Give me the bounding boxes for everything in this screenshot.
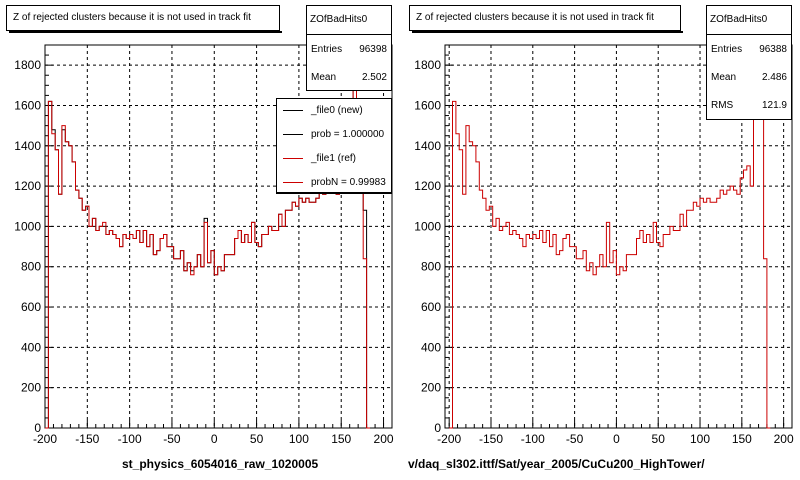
- legend-label: prob = 1.000000: [311, 129, 385, 140]
- right-x-tick-label: 150: [732, 432, 752, 446]
- right-y-tick-label: 400: [421, 340, 441, 354]
- right-y-tick-label: 600: [421, 300, 441, 314]
- left-stats-entries-label: Entries: [311, 44, 343, 55]
- right-stats-entries-label: Entries: [711, 44, 743, 55]
- right-x-tick-label: 0: [613, 432, 620, 446]
- legend-swatch: [283, 110, 303, 111]
- left-x-tick-label: 100: [289, 432, 309, 446]
- legend-entry: probN = 0.99983: [277, 171, 391, 195]
- right-x-tick-label: 50: [652, 432, 666, 446]
- legend-swatch: [283, 158, 303, 159]
- right-y-tick-label: 1600: [414, 98, 441, 112]
- right-stats-rms-value: 121.9: [761, 100, 787, 111]
- right-y-tick-label: 1400: [414, 139, 441, 153]
- right-y-tick-label: 1000: [414, 219, 441, 233]
- left-x-tick-label: 0: [211, 432, 218, 446]
- left-y-tick-label: 1400: [14, 139, 41, 153]
- left-y-tick-label: 400: [21, 340, 41, 354]
- left-x-tick-label: -200: [33, 432, 57, 446]
- right-y-tick-label: 1200: [414, 179, 441, 193]
- left-legend: _file0 (new) prob = 1.000000 _file1 (ref…: [276, 98, 392, 194]
- left-stats-box: ZOfBadHits0 Entries 96398 Mean 2.502: [306, 5, 392, 91]
- right-stats-entries-value: 96388: [759, 44, 787, 55]
- left-y-tick-label: 1800: [14, 58, 41, 72]
- right-stats-mean-row: Mean 2.486: [707, 63, 791, 91]
- right-x-tick-label: 200: [774, 432, 794, 446]
- left-y-tick-label: 600: [21, 300, 41, 314]
- left-x-label: st_physics_6054016_raw_1020005: [122, 457, 319, 471]
- legend-label: _file1 (ref): [311, 153, 357, 164]
- left-x-tick-label: -100: [118, 432, 142, 446]
- right-chart-title: Z of rejected clusters because it is not…: [409, 5, 683, 33]
- right-y-tick-label: 800: [421, 260, 441, 274]
- left-y-tick-label: 800: [21, 260, 41, 274]
- legend-swatch: [283, 134, 303, 135]
- right-stats-name: ZOfBadHits0: [707, 6, 791, 35]
- right-histogram-series-0: [449, 60, 771, 429]
- right-stats-box: ZOfBadHits0 Entries 96388 Mean 2.486 RMS…: [706, 5, 792, 120]
- left-y-tick-label: 1000: [14, 219, 41, 233]
- legend-entry: _file0 (new): [277, 99, 391, 123]
- left-x-tick-label: 150: [331, 432, 351, 446]
- left-stats-entries-value: 96398: [359, 44, 387, 55]
- right-stats-rms-label: RMS: [711, 100, 734, 111]
- right-title-text: Z of rejected clusters because it is not…: [416, 12, 654, 23]
- right-stats-mean-value: 2.486: [761, 72, 787, 83]
- left-y-tick-label: 1200: [14, 179, 41, 193]
- left-x-tick-label: 50: [250, 432, 264, 446]
- right-y-tick-label: 200: [421, 381, 441, 395]
- left-x-tick-label: -50: [163, 432, 181, 446]
- right-x-tick-label: -100: [521, 432, 545, 446]
- legend-swatch: [283, 182, 303, 183]
- right-x-label: v/daq_sl302.ittf/Sat/year_2005/CuCu200_H…: [408, 457, 705, 471]
- right-y-tick-label: 1800: [414, 58, 441, 72]
- legend-label: _file0 (new): [311, 105, 363, 116]
- left-stats-mean-value: 2.502: [361, 72, 387, 83]
- left-x-tick-label: -150: [75, 432, 99, 446]
- left-stats-mean-label: Mean: [311, 72, 337, 83]
- right-stats-mean-label: Mean: [711, 72, 737, 83]
- left-stats-entries-row: Entries 96398: [307, 35, 391, 63]
- legend-entry: _file1 (ref): [277, 147, 391, 171]
- left-y-tick-label: 1600: [14, 98, 41, 112]
- left-x-tick-label: 200: [374, 432, 394, 446]
- right-x-tick-label: -50: [566, 432, 584, 446]
- right-stats-rms-row: RMS 121.9: [707, 91, 791, 119]
- left-stats-name: ZOfBadHits0: [307, 6, 391, 35]
- legend-entry: prob = 1.000000: [277, 123, 391, 147]
- left-y-tick-label: 200: [21, 381, 41, 395]
- right-y-tick-label: 0: [434, 421, 441, 435]
- right-x-tick-label: 100: [690, 432, 710, 446]
- left-chart-title: Z of rejected clusters because it is not…: [6, 5, 282, 33]
- left-title-text: Z of rejected clusters because it is not…: [13, 12, 251, 23]
- left-stats-mean-row: Mean 2.502: [307, 63, 391, 91]
- right-x-tick-label: -150: [479, 432, 503, 446]
- legend-label: probN = 0.99983: [311, 177, 386, 188]
- left-histogram-series-1: [45, 60, 370, 429]
- right-x-tick-label: -200: [437, 432, 461, 446]
- left-y-tick-label: 0: [34, 421, 41, 435]
- right-stats-entries-row: Entries 96388: [707, 35, 791, 63]
